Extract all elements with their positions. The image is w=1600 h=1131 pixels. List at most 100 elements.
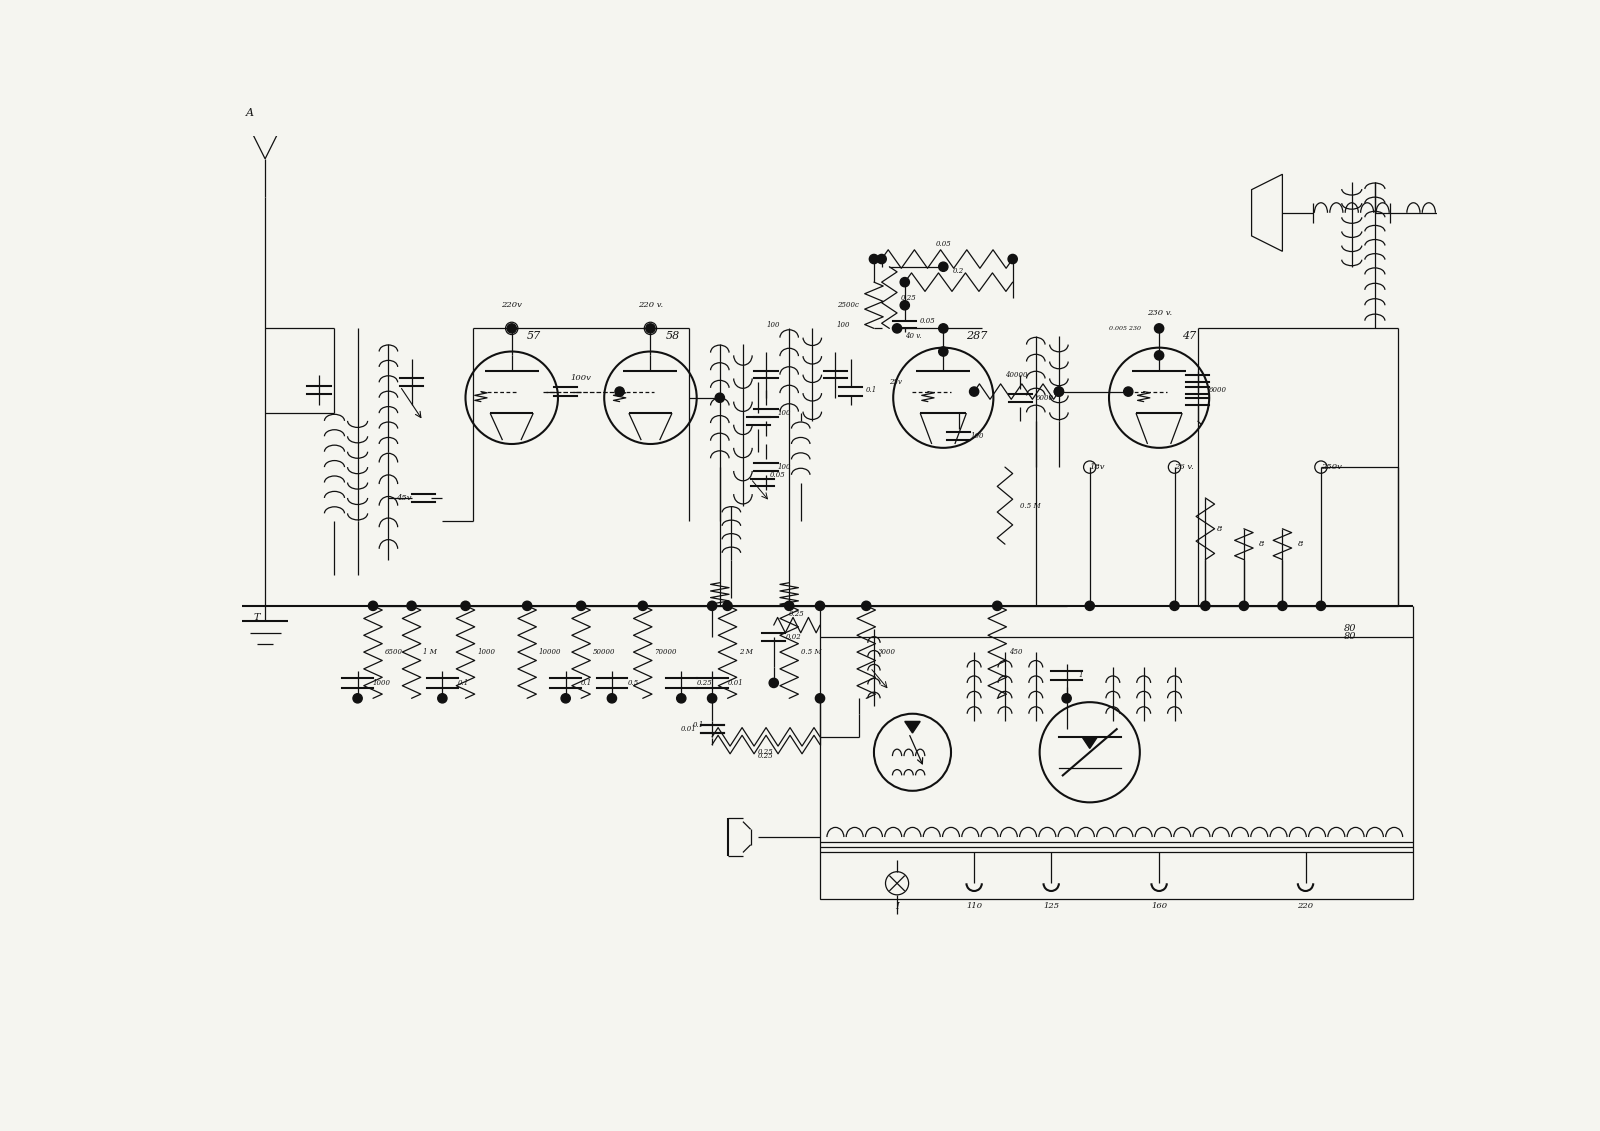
Text: 0.02: 0.02 (786, 632, 802, 640)
Text: 6500: 6500 (384, 648, 403, 656)
Circle shape (939, 347, 947, 356)
Text: 100: 100 (778, 409, 790, 417)
Circle shape (1240, 602, 1248, 611)
Text: 220v: 220v (501, 301, 522, 309)
Text: 6000: 6000 (1210, 386, 1227, 394)
Text: 40 v.: 40 v. (904, 333, 922, 340)
Circle shape (1170, 602, 1179, 611)
Text: 450: 450 (1010, 648, 1022, 656)
Circle shape (939, 323, 947, 333)
Text: 0.5 M: 0.5 M (800, 648, 821, 656)
Text: 230 v.: 230 v. (1147, 309, 1171, 317)
Circle shape (1278, 602, 1286, 611)
Text: 3000: 3000 (878, 648, 896, 656)
Text: 100v: 100v (571, 374, 592, 382)
Text: 220 v.: 220 v. (638, 301, 662, 309)
Circle shape (901, 301, 909, 310)
Circle shape (893, 323, 902, 333)
Text: 0.1: 0.1 (458, 679, 469, 687)
Text: 0.005 230: 0.005 230 (1109, 326, 1141, 331)
Text: 160: 160 (1150, 903, 1166, 910)
Text: 220: 220 (1298, 903, 1314, 910)
Text: 1 M: 1 M (422, 648, 437, 656)
Circle shape (1155, 351, 1163, 360)
Text: T: T (253, 613, 261, 622)
Text: 287: 287 (966, 331, 987, 342)
Circle shape (1085, 602, 1094, 611)
Circle shape (646, 323, 654, 333)
Text: 0.1: 0.1 (581, 679, 592, 687)
Circle shape (715, 394, 725, 403)
Text: 1000: 1000 (373, 679, 390, 687)
Circle shape (523, 602, 531, 611)
Circle shape (1200, 602, 1210, 611)
Text: 0.01: 0.01 (682, 725, 696, 733)
Text: 2 M: 2 M (739, 648, 754, 656)
Circle shape (677, 693, 686, 703)
Circle shape (992, 602, 1002, 611)
Circle shape (723, 602, 733, 611)
Text: 25v: 25v (890, 379, 902, 387)
Circle shape (354, 693, 362, 703)
Text: 18v: 18v (1090, 463, 1106, 472)
Circle shape (438, 693, 446, 703)
Text: 0.25: 0.25 (696, 679, 712, 687)
Circle shape (562, 693, 570, 703)
Text: 0.05: 0.05 (936, 240, 950, 248)
Circle shape (507, 323, 517, 333)
Text: 8: 8 (1298, 541, 1302, 549)
Circle shape (770, 679, 778, 688)
Text: 1: 1 (1078, 671, 1083, 680)
Polygon shape (904, 722, 920, 733)
Text: 0.1: 0.1 (866, 386, 877, 394)
Text: 10000: 10000 (539, 648, 562, 656)
Circle shape (461, 602, 470, 611)
Text: I: I (894, 901, 899, 910)
Text: 100: 100 (778, 463, 790, 472)
Text: 80: 80 (1344, 632, 1357, 641)
Text: 8: 8 (1259, 541, 1264, 549)
Text: 1000: 1000 (477, 648, 494, 656)
Text: 110: 110 (966, 903, 982, 910)
Circle shape (1317, 602, 1325, 611)
Text: 58: 58 (666, 331, 680, 342)
Text: 50000: 50000 (592, 648, 614, 656)
Text: 8: 8 (1218, 525, 1222, 533)
Circle shape (608, 693, 616, 703)
Text: 100: 100 (970, 432, 984, 440)
Circle shape (1123, 387, 1133, 396)
Text: A: A (246, 107, 254, 118)
Circle shape (901, 277, 909, 287)
Text: 0.01: 0.01 (728, 679, 744, 687)
Circle shape (576, 602, 586, 611)
Text: 0.25: 0.25 (758, 749, 774, 757)
Text: 2500c: 2500c (837, 301, 859, 309)
Text: 100: 100 (837, 320, 850, 328)
Text: 45v: 45v (397, 494, 411, 502)
Circle shape (970, 387, 979, 396)
Text: 70000: 70000 (654, 648, 677, 656)
Text: 100: 100 (766, 320, 781, 328)
Bar (821, 637, 1413, 899)
Text: 40000: 40000 (1005, 371, 1027, 379)
Circle shape (614, 387, 624, 396)
Circle shape (1054, 387, 1064, 396)
Circle shape (784, 602, 794, 611)
Text: 125: 125 (1043, 903, 1059, 910)
Text: 0.25: 0.25 (789, 610, 805, 618)
Polygon shape (1082, 737, 1098, 749)
Circle shape (869, 254, 878, 264)
Text: 0.25: 0.25 (758, 752, 774, 760)
Circle shape (1062, 693, 1072, 703)
Text: 0.5: 0.5 (627, 679, 638, 687)
Circle shape (368, 602, 378, 611)
Circle shape (1008, 254, 1018, 264)
Circle shape (707, 602, 717, 611)
Circle shape (406, 602, 416, 611)
Circle shape (1155, 323, 1163, 333)
Text: 0.05: 0.05 (920, 317, 936, 325)
Circle shape (816, 602, 824, 611)
Text: 26 v.: 26 v. (1174, 463, 1194, 472)
Circle shape (816, 693, 824, 703)
Circle shape (638, 602, 648, 611)
